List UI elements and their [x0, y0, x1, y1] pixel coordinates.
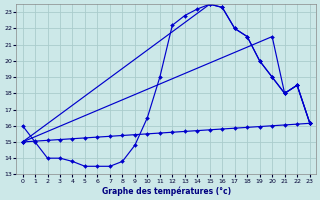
X-axis label: Graphe des températures (°c): Graphe des températures (°c) [101, 186, 231, 196]
